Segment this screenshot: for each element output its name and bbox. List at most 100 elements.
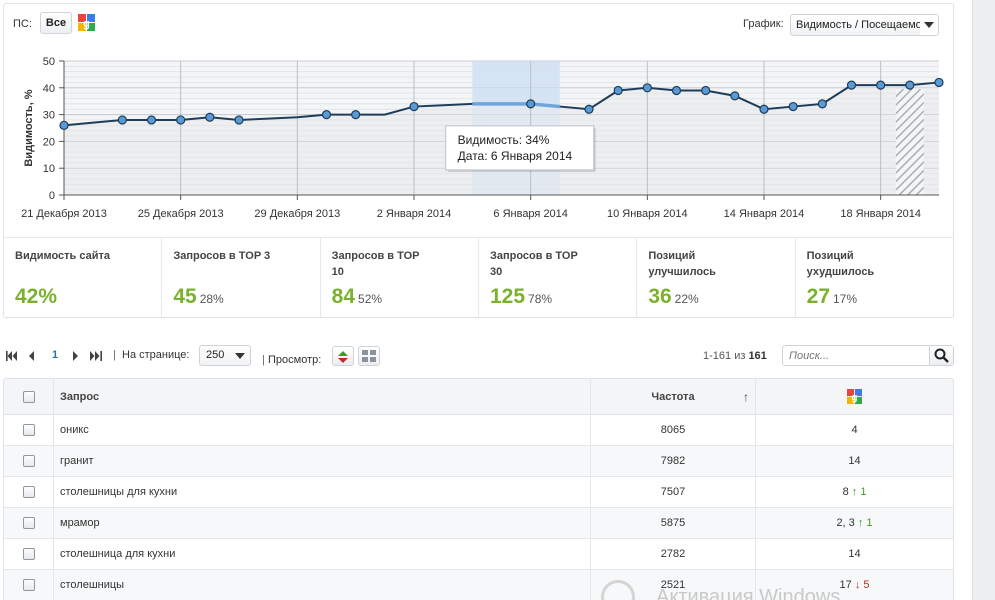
table-row[interactable]: оникс 8065 4: [4, 415, 953, 446]
column-header-google[interactable]: g: [756, 379, 953, 414]
frequency-cell: 7507: [591, 477, 756, 507]
data-point: [905, 80, 915, 90]
stat-top3[interactable]: Запросов в TOP 3 45 28%: [162, 238, 321, 317]
position-cell: 4: [756, 415, 953, 445]
stat-top10[interactable]: Запросов в TOP 10 84 52%: [321, 238, 479, 317]
data-point: [876, 80, 886, 90]
first-page-icon[interactable]: [6, 351, 18, 361]
x-tick-label: 2 Января 2014: [377, 208, 452, 220]
range-info: 1-161 из 161: [703, 350, 767, 362]
table-row[interactable]: столешницы для кухни 7507 8 ↑ 1: [4, 477, 953, 508]
graph-type-select[interactable]: Видимость / Посещаемо: [790, 14, 939, 36]
view-label: Просмотр:: [268, 354, 322, 366]
data-point: [117, 115, 127, 125]
position-value: 17: [839, 579, 852, 591]
stat-title: Позиций улучшилось: [648, 250, 716, 278]
stat-pct: 17%: [833, 292, 858, 306]
ps-all-button[interactable]: Все: [40, 12, 72, 34]
stat-top30[interactable]: Запросов в TOP 30 125 78%: [479, 238, 638, 317]
sort-ascending-icon: ↑: [743, 390, 749, 404]
query-cell: столешницы: [54, 570, 591, 600]
visibility-panel: ПС: Все g График: Видимость / Посещаемо …: [3, 3, 954, 318]
search-icon: [934, 348, 949, 363]
stat-visibility: Видимость сайта 42%: [4, 238, 163, 317]
frequency-value: 8065: [660, 424, 686, 436]
row-select-cell: [4, 477, 54, 507]
google-icon[interactable]: g: [78, 14, 95, 31]
google-icon: g: [847, 389, 862, 404]
stat-pct: 52%: [358, 292, 383, 306]
tooltip-line-2: Дата: 6 Января 2014: [458, 149, 573, 163]
query-text: гранит: [60, 455, 94, 467]
search-input[interactable]: [783, 346, 929, 365]
chevron-down-icon: [920, 15, 938, 35]
y-tick-label: 50: [43, 56, 55, 68]
table-row[interactable]: столешница для кухни 2782 14: [4, 539, 953, 570]
frequency-cell: 2521: [591, 570, 756, 600]
range-text: 1-161 из: [703, 350, 749, 362]
y-tick-label: 40: [43, 83, 55, 95]
x-tick-label: 10 Января 2014: [607, 208, 688, 220]
per-page-label: На странице:: [122, 349, 190, 361]
data-point: [759, 104, 769, 114]
svg-text:g: g: [852, 392, 858, 403]
highlighted-segment: [472, 102, 560, 109]
y-tick-label: 0: [49, 190, 55, 202]
y-tick-label: 10: [43, 163, 55, 175]
row-checkbox[interactable]: [22, 517, 35, 529]
range-total: 161: [748, 350, 767, 362]
row-checkbox[interactable]: [22, 455, 35, 467]
frequency-cell: 7982: [591, 446, 756, 476]
position-cell: 17 ↓ 5: [756, 570, 953, 600]
column-header-frequency[interactable]: Частота ↑: [591, 379, 756, 414]
table-row[interactable]: мрамор 5875 2, 3 ↑ 1: [4, 508, 953, 539]
column-header-query[interactable]: Запрос: [54, 379, 591, 414]
stat-pct: 22%: [674, 292, 699, 306]
table-header: Запрос Частота ↑ g: [4, 379, 953, 415]
stat-worsened[interactable]: Позиций ухудшилось 27 17%: [796, 238, 953, 317]
frequency-value: 2521: [660, 579, 686, 591]
query-text: мрамор: [60, 517, 100, 529]
tooltip: [445, 125, 595, 171]
select-all-checkbox[interactable]: [22, 390, 35, 403]
grid-icon: [362, 350, 376, 362]
table-row[interactable]: гранит 7982 14: [4, 446, 953, 477]
stat-title: Запросов в TOP 10: [331, 250, 420, 278]
search-button[interactable]: [929, 346, 953, 365]
table-row[interactable]: столешницы 2521 17 ↓ 5: [4, 570, 953, 600]
last-page-icon[interactable]: [90, 351, 102, 361]
frequency-cell: 8065: [591, 415, 756, 445]
data-point: [730, 91, 740, 101]
prev-page-icon[interactable]: [28, 351, 36, 361]
up-down-arrows-icon: [338, 351, 348, 363]
frequency-value: 2782: [660, 548, 686, 560]
next-page-icon[interactable]: [72, 351, 80, 361]
row-checkbox[interactable]: [22, 579, 35, 591]
row-checkbox[interactable]: [22, 548, 35, 560]
query-text: столешницы: [60, 579, 125, 591]
x-tick-label: 29 Декабря 2013: [254, 208, 340, 220]
position-change: 1: [866, 517, 873, 529]
position-cell: 14: [756, 446, 953, 476]
data-point: [701, 85, 711, 96]
data-point: [526, 99, 536, 109]
row-checkbox[interactable]: [22, 486, 35, 498]
data-point: [642, 83, 652, 93]
data-point: [59, 120, 69, 130]
view-grid-button[interactable]: [358, 346, 380, 366]
row-select-cell: [4, 508, 54, 538]
separator: |: [113, 349, 116, 361]
stat-improved[interactable]: Позиций улучшилось 36 22%: [637, 238, 796, 317]
y-axis-label: Видимость, %: [23, 89, 35, 166]
view-changes-button[interactable]: [332, 346, 354, 366]
arrow-up-icon: ↑: [851, 486, 858, 498]
query-cell: мрамор: [54, 508, 591, 538]
current-page[interactable]: 1: [52, 349, 59, 361]
stat-value: 27: [806, 285, 830, 308]
data-point: [846, 80, 857, 90]
data-point: [205, 112, 215, 122]
visibility-chart: 0 10 20 30 40 50 Видимость, % 21 Декабря 2013 25…: [21, 56, 944, 220]
per-page-select[interactable]: 250: [199, 345, 251, 366]
row-checkbox[interactable]: [22, 424, 35, 436]
x-tick-label: 6 Января 2014: [493, 208, 568, 220]
